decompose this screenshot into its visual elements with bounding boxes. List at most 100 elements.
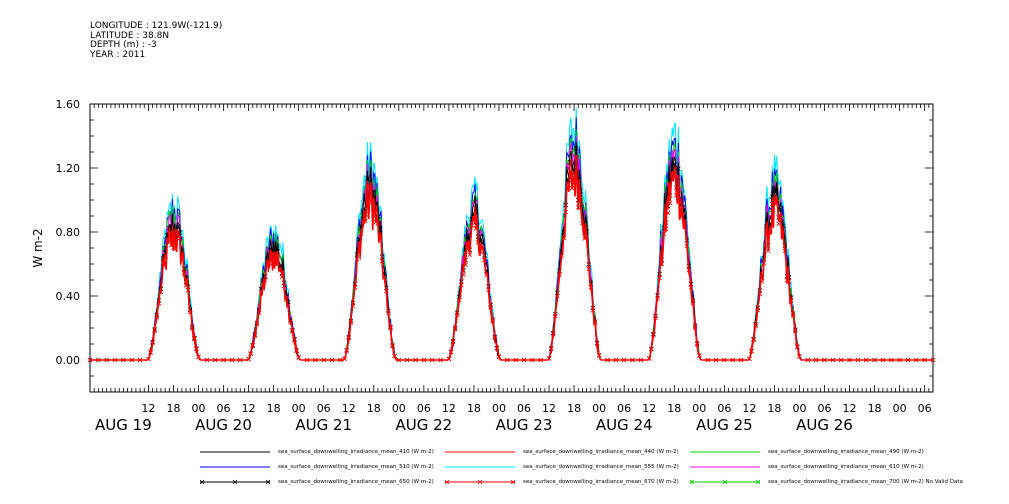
legend-swatch (445, 451, 515, 452)
year-text: YEAR : 2011 (90, 49, 146, 60)
series-marker-7 (490, 319, 496, 324)
series-marker-6 (774, 188, 779, 194)
series-marker-7 (386, 310, 391, 316)
series-marker-7 (494, 346, 500, 351)
series-marker-7 (396, 357, 402, 363)
series-marker-7 (588, 284, 594, 290)
series-marker-7 (590, 308, 596, 313)
series-marker-7 (250, 343, 256, 349)
x-tick-label: 18 (667, 402, 681, 415)
series-marker-7 (676, 174, 681, 180)
series-marker-7 (674, 193, 679, 198)
series-marker-7 (651, 332, 656, 338)
series-marker-7 (553, 313, 558, 319)
series-marker-7 (446, 356, 452, 362)
series-marker-7 (450, 339, 456, 345)
series-marker-7 (761, 260, 767, 266)
legend-label: sea_surface_downwelling_irradiance_mean_… (768, 448, 924, 455)
series-marker-7 (146, 356, 151, 362)
series-marker-7 (690, 301, 696, 306)
series-marker-7 (87, 357, 93, 363)
series-marker-7 (863, 357, 869, 363)
series-marker-7 (757, 291, 763, 297)
series-marker-7 (112, 357, 118, 363)
series-marker-7 (548, 346, 554, 352)
y-tick-label: 0.40 (56, 290, 81, 303)
series-marker-7 (448, 349, 454, 355)
x-tick-label: 00 (492, 402, 506, 415)
series-marker-7 (592, 321, 598, 326)
series-marker-7 (288, 319, 293, 324)
series-marker-7 (390, 343, 395, 349)
series-line-1 (90, 156, 933, 361)
series-marker-7 (452, 326, 458, 332)
series-marker-7 (371, 201, 377, 206)
series-marker-7 (290, 329, 295, 334)
series-marker-7 (665, 210, 671, 216)
x-tick-label: 12 (141, 402, 155, 415)
x-tick-label: 00 (192, 402, 206, 415)
series-marker-7 (550, 332, 556, 337)
series-marker-7 (638, 357, 644, 363)
series-marker-7 (277, 268, 283, 273)
series-line-7 (90, 154, 933, 361)
series-line-0 (90, 141, 933, 361)
day-label: AUG 24 (596, 416, 653, 434)
plot-frame (89, 103, 934, 393)
series-marker-7 (367, 200, 372, 205)
legend-label: sea_surface_downwelling_irradiance_mean_… (523, 448, 679, 455)
series-marker-7 (473, 226, 479, 231)
series-marker-7 (914, 357, 919, 363)
series-marker-7 (530, 357, 535, 363)
series-marker-7 (348, 320, 354, 325)
series-marker-7 (137, 357, 143, 363)
series-marker-7 (872, 357, 877, 363)
series-marker-7 (661, 231, 667, 237)
series-line-4 (90, 107, 933, 361)
series-marker-7 (586, 266, 591, 272)
series-marker-7 (388, 326, 393, 331)
series-marker-7 (459, 282, 464, 288)
legend-label: sea_surface_downwelling_irradiance_mean_… (768, 463, 924, 470)
series-marker-7 (573, 155, 579, 161)
series-marker-7 (275, 254, 281, 259)
legend-swatch (690, 466, 760, 467)
series-marker-7 (580, 220, 585, 226)
series-marker-7 (413, 357, 418, 363)
series-marker-7 (584, 234, 589, 240)
series-marker-7 (795, 344, 800, 350)
series-line-5 (90, 136, 933, 361)
legend-swatch (200, 466, 270, 467)
series-marker-7 (321, 357, 326, 363)
series-marker-7 (294, 348, 299, 354)
series-marker-7 (469, 223, 475, 228)
legend-swatch (445, 466, 515, 467)
series-marker-7 (813, 357, 819, 363)
series-marker-7 (671, 171, 677, 176)
series-marker-7 (358, 231, 364, 236)
y-tick-label: 1.60 (56, 98, 81, 111)
series-marker-7 (646, 356, 652, 361)
series-marker-7 (567, 169, 573, 174)
series-marker-7 (156, 300, 162, 306)
series-marker-7 (267, 260, 272, 266)
x-tick-label: 00 (893, 402, 907, 415)
series-marker-7 (713, 357, 719, 363)
series-marker-7 (342, 356, 347, 362)
legend-label: sea_surface_downwelling_irradiance_mean_… (278, 478, 434, 485)
series-marker-7 (484, 272, 489, 278)
series-marker-7 (329, 357, 335, 363)
legend-swatch (200, 479, 270, 484)
chart-legend: sea_surface_downwelling_irradiance_mean_… (200, 444, 980, 489)
series-marker-7 (680, 212, 685, 217)
series-marker-7 (486, 287, 491, 293)
day-label: AUG 23 (496, 416, 553, 434)
series-marker-7 (897, 357, 902, 363)
series-marker-7 (285, 302, 291, 308)
series-marker-7 (697, 353, 702, 358)
x-tick-label: 00 (792, 402, 806, 415)
x-tick-label: 12 (242, 402, 256, 415)
x-tick-label: 12 (542, 402, 556, 415)
series-marker-7 (269, 251, 274, 257)
x-tick-label: 00 (392, 402, 406, 415)
